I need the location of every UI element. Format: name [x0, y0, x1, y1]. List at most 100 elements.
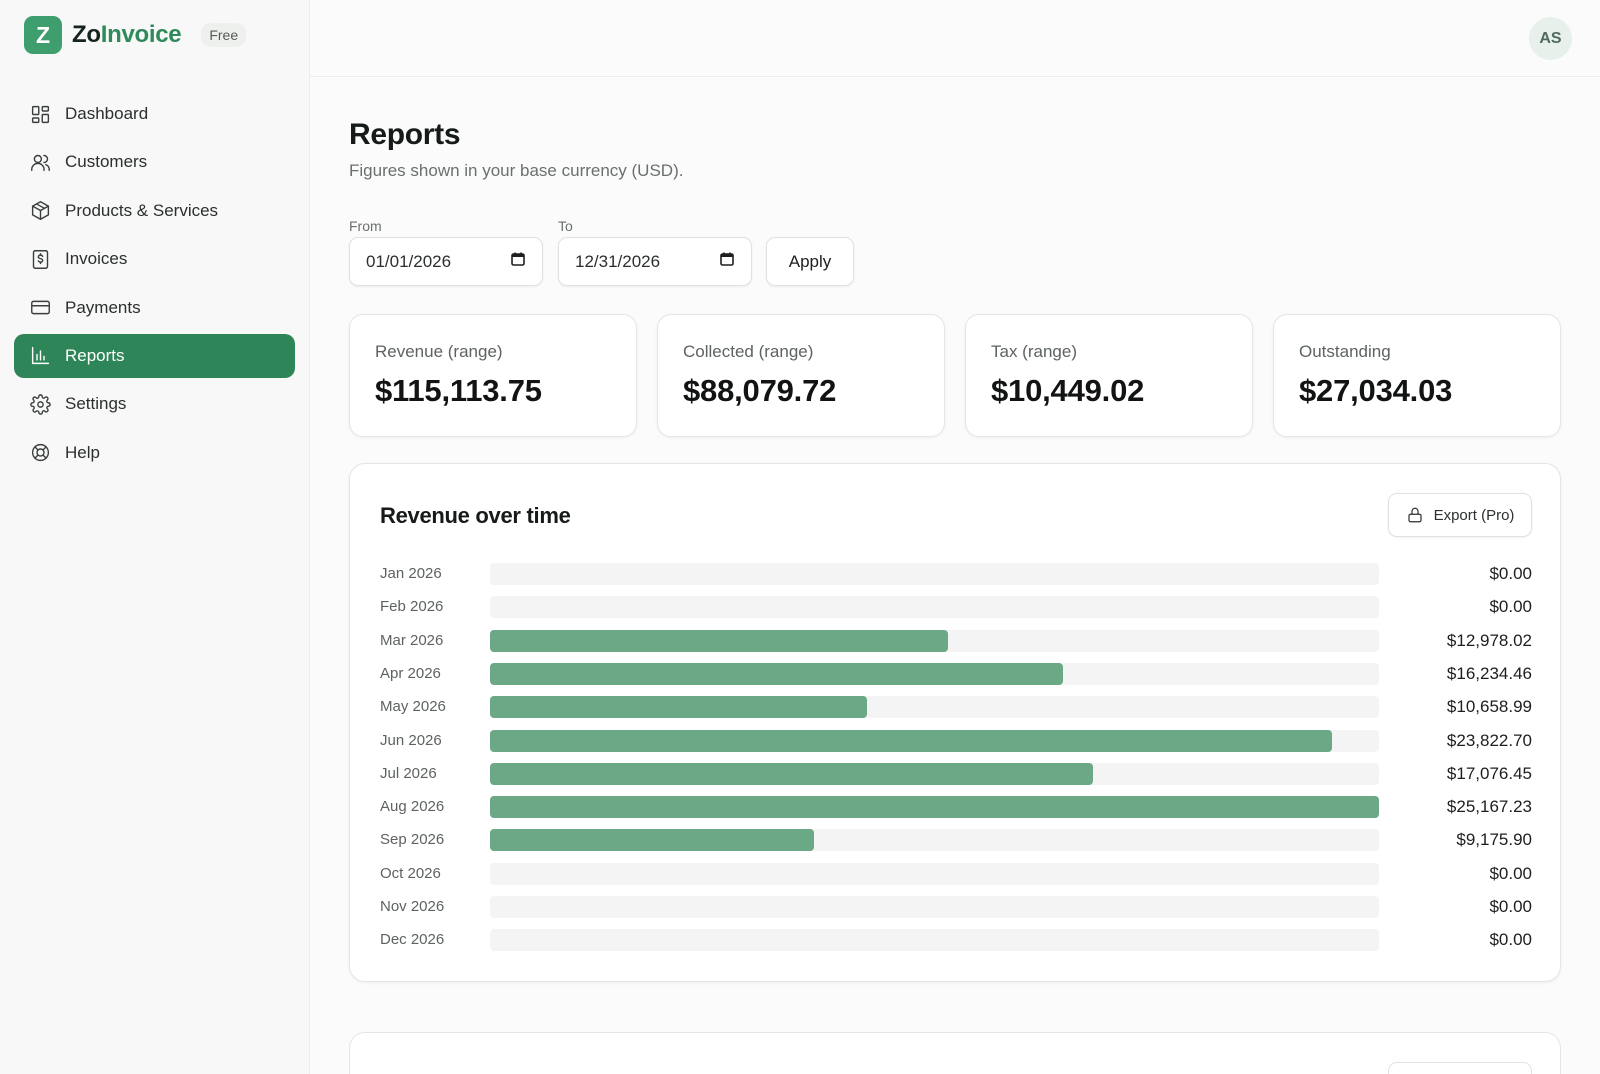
to-date-value: 12/31/2026	[575, 251, 661, 271]
bar-track	[490, 862, 1379, 885]
bar	[490, 796, 1379, 819]
export-label: Export (Pro)	[1433, 506, 1515, 524]
bar-category-label: Mar 2026	[380, 631, 444, 649]
bar-row: Aug 2026 $25,167.23	[380, 795, 1532, 819]
sidebar-item-settings[interactable]: Settings	[14, 382, 295, 426]
bar-row: Mar 2026 $12,978.02	[380, 629, 1532, 653]
to-label: To	[558, 218, 573, 234]
users-icon	[29, 151, 51, 173]
grid-icon	[29, 103, 51, 125]
brand[interactable]: Z ZoInvoice Free	[24, 15, 247, 55]
sidebar-item-label: Dashboard	[65, 104, 149, 123]
bar-track	[490, 796, 1379, 819]
bar-value-label: $23,822.70	[1446, 730, 1532, 750]
calendar-icon[interactable]	[719, 251, 735, 272]
bar-track	[490, 629, 1379, 652]
stat-label: Revenue (range)	[375, 342, 503, 361]
page-subtitle: Figures shown in your base currency (USD…	[349, 161, 684, 180]
secondary-export-button[interactable]	[1388, 1062, 1532, 1074]
stat-value: $10,449.02	[991, 373, 1145, 408]
from-label: From	[349, 218, 382, 234]
bar-category-label: Jan 2026	[380, 565, 442, 582]
bar-track	[490, 563, 1379, 585]
chart-title: Revenue over time	[380, 503, 571, 528]
lock-icon	[1407, 507, 1422, 523]
bar-category-label: Sep 2026	[380, 831, 445, 849]
credit-card-icon	[29, 297, 51, 319]
bar-category-label: Feb 2026	[380, 598, 444, 616]
bar-row: Jul 2026 $17,076.45	[380, 762, 1532, 786]
sidebar-item-label: Invoices	[65, 249, 128, 269]
brand-name: ZoInvoice	[72, 21, 182, 49]
to-date-input[interactable]: 12/31/2026	[558, 237, 752, 286]
bar-track	[490, 596, 1379, 619]
bar	[490, 829, 815, 852]
bar-value-label: $0.00	[1489, 930, 1532, 950]
bar-track	[490, 829, 1379, 852]
bar-value-label: $17,076.45	[1446, 763, 1532, 783]
sidebar-item-label: Customers	[65, 152, 148, 172]
bar-track	[490, 662, 1379, 685]
stat-card-tax: Tax (range) $10,449.02	[965, 314, 1253, 437]
top-bar: AS	[310, 0, 1600, 77]
bar-row: Sep 2026 $9,175.90	[380, 828, 1532, 852]
from-date-input[interactable]: 01/01/2026	[349, 237, 543, 286]
bar-category-label: Jul 2026	[380, 764, 437, 782]
brand-logo-icon: Z	[24, 16, 62, 54]
bar-category-label: Apr 2026	[380, 664, 441, 682]
bar-row: Apr 2026 $16,234.46	[380, 662, 1532, 686]
bar-value-label: $10,658.99	[1446, 697, 1532, 717]
bar-row: Nov 2026 $0.00	[380, 895, 1532, 919]
life-buoy-icon	[29, 442, 51, 464]
from-date-value: 01/01/2026	[366, 251, 452, 271]
bar-row: Dec 2026 $0.00	[380, 928, 1532, 952]
bar	[490, 696, 867, 719]
bar-category-label: Oct 2026	[380, 864, 441, 882]
apply-button[interactable]: Apply	[766, 237, 854, 286]
sidebar-item-label: Settings	[65, 394, 127, 414]
bar-chart-icon	[29, 345, 51, 367]
bar-value-label: $0.00	[1489, 863, 1532, 883]
bar-row: Feb 2026 $0.00	[380, 595, 1532, 619]
bar-track	[490, 762, 1379, 785]
calendar-icon[interactable]	[510, 251, 526, 272]
sidebar-item-invoices[interactable]: Invoices	[14, 237, 295, 281]
bar-value-label: $12,978.02	[1446, 630, 1532, 650]
sidebar-item-label: Reports	[65, 345, 125, 365]
avatar[interactable]: AS	[1529, 17, 1572, 60]
revenue-chart-card: Revenue over time Export (Pro) Jan 2026 $…	[349, 463, 1561, 982]
bar	[490, 762, 1094, 785]
sidebar-nav: Dashboard Customers Products & Services …	[14, 92, 295, 479]
sidebar-item-customers[interactable]: Customers	[14, 140, 295, 184]
bar-value-label: $0.00	[1489, 564, 1532, 583]
sidebar-item-label: Help	[65, 442, 100, 462]
secondary-report-card	[349, 1032, 1561, 1074]
bar-track	[490, 696, 1379, 719]
bar	[490, 729, 1332, 752]
sidebar-item-label: Payments	[65, 297, 141, 317]
stat-label: Collected (range)	[683, 342, 814, 361]
export-button[interactable]: Export (Pro)	[1388, 493, 1532, 537]
sidebar-item-dashboard[interactable]: Dashboard	[14, 92, 295, 136]
stat-label: Tax (range)	[991, 342, 1077, 361]
bar-value-label: $16,234.46	[1446, 663, 1532, 683]
stat-value: $115,113.75	[375, 373, 542, 408]
page-title: Reports	[349, 118, 461, 151]
bar-category-label: May 2026	[380, 698, 446, 716]
receipt-icon	[29, 248, 51, 270]
sidebar-item-payments[interactable]: Payments	[14, 286, 295, 330]
stat-card-revenue: Revenue (range) $115,113.75	[349, 314, 637, 437]
sidebar-item-products-services[interactable]: Products & Services	[14, 189, 295, 233]
plan-badge: Free	[201, 23, 247, 47]
sidebar-item-help[interactable]: Help	[14, 431, 295, 475]
bar-track	[490, 896, 1379, 918]
stat-card-outstanding: Outstanding $27,034.03	[1273, 314, 1561, 437]
bar-value-label: $0.00	[1489, 597, 1532, 617]
bar-category-label: Nov 2026	[380, 898, 445, 915]
sidebar-item-reports[interactable]: Reports	[14, 333, 295, 378]
bar-row: May 2026 $10,658.99	[380, 695, 1532, 719]
stat-value: $88,079.72	[683, 373, 837, 408]
brand-name-part2: Invoice	[100, 21, 182, 48]
stat-value: $27,034.03	[1299, 373, 1453, 408]
bar-category-label: Dec 2026	[380, 931, 445, 949]
